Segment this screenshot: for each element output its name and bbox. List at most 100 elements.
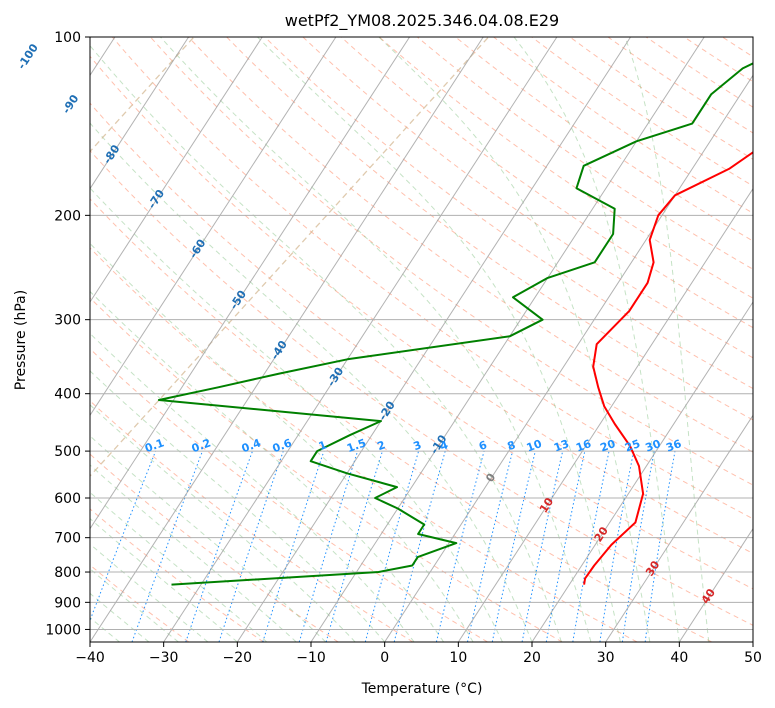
mixing-ratio-line bbox=[90, 450, 157, 622]
moist-adiabat bbox=[378, 37, 651, 642]
temperature-profile-line bbox=[583, 151, 753, 585]
moist-adiabat bbox=[257, 37, 621, 642]
x-axis-label: Temperature (°C) bbox=[361, 681, 483, 697]
mixing-ratio-label: 20 bbox=[598, 437, 617, 455]
axes: −40 −30 −20 −10 0 10 20 30 40 5010020030040050060… bbox=[45, 30, 762, 666]
x-tick-label: −30 bbox=[149, 650, 179, 666]
mixing-ratio-line bbox=[435, 450, 485, 642]
mixing-ratio-label: 0.4 bbox=[240, 436, 263, 455]
isotherm-label: -50 bbox=[227, 288, 249, 312]
isotherm-label: 40 bbox=[699, 586, 718, 606]
isotherm-label: -80 bbox=[101, 142, 123, 166]
isotherm-line bbox=[90, 37, 411, 530]
mixing-ratio-line bbox=[325, 450, 383, 642]
moist-adiabat bbox=[90, 187, 503, 642]
isotherm-line bbox=[310, 37, 705, 642]
mixing-ratio-label: 1 bbox=[317, 438, 329, 453]
moist-adiabat bbox=[90, 543, 209, 642]
mixing-ratio-label: 6 bbox=[477, 438, 489, 453]
moist-adiabat bbox=[90, 290, 445, 642]
dry-adiabat bbox=[264, 37, 753, 390]
moist-adiabat bbox=[90, 332, 415, 642]
isotherm-line bbox=[163, 37, 558, 642]
x-tick-label: 10 bbox=[449, 650, 467, 666]
chart-title: wetPf2_YM08.2025.346.04.08.E29 bbox=[285, 11, 559, 31]
x-tick-label: −10 bbox=[296, 650, 326, 666]
dry-adiabat bbox=[226, 37, 753, 421]
dry-adiabat bbox=[761, 37, 775, 642]
y-axis-label: Pressure (hPa) bbox=[13, 290, 29, 390]
y-tick-label: 1000 bbox=[45, 622, 81, 638]
isotherm-label: -30 bbox=[325, 365, 347, 389]
moist-adiabat bbox=[160, 37, 592, 642]
moist-adiabat bbox=[624, 37, 710, 642]
isotherm-line bbox=[678, 527, 753, 642]
mixing-ratio-label: 36 bbox=[664, 437, 683, 455]
isotherm-label: -100 bbox=[15, 41, 41, 71]
isotherm-line bbox=[531, 301, 753, 642]
y-tick-label: 700 bbox=[54, 531, 81, 547]
isotherm-line bbox=[90, 37, 263, 303]
dry-adiabat bbox=[90, 198, 712, 642]
mixing-ratio-line bbox=[644, 451, 676, 642]
dry-adiabat bbox=[340, 37, 753, 329]
moist-adiabat bbox=[90, 435, 327, 642]
isotherm-line bbox=[90, 37, 337, 417]
y-tick-label: 900 bbox=[54, 595, 81, 611]
isotherm-label: 20 bbox=[592, 524, 611, 544]
isotherm-line bbox=[90, 37, 484, 642]
isotherm-line bbox=[605, 414, 753, 642]
isotherm-line bbox=[384, 74, 753, 642]
mixing-ratio-label: 10 bbox=[525, 437, 544, 455]
mixing-ratio-label: 0.2 bbox=[190, 436, 213, 455]
moist-adiabat bbox=[90, 491, 268, 642]
background-lines bbox=[90, 37, 775, 642]
moist-adiabat bbox=[90, 404, 356, 642]
dry-adiabat bbox=[455, 37, 753, 242]
dry-adiabat bbox=[302, 37, 753, 359]
profile-series bbox=[157, 62, 753, 586]
isotherm-label: -60 bbox=[187, 237, 209, 261]
dry-adiabat bbox=[90, 400, 414, 642]
y-tick-label: 300 bbox=[54, 313, 81, 329]
mixing-ratio-line bbox=[298, 450, 359, 642]
isotherm-label: 0 bbox=[483, 471, 498, 485]
isotherm-label: 30 bbox=[643, 558, 662, 578]
mixing-ratio-line bbox=[393, 450, 446, 642]
x-tick-label: −40 bbox=[75, 650, 105, 666]
mixing-ratio-label: 3 bbox=[412, 438, 424, 453]
moist-adiabat bbox=[513, 37, 680, 642]
y-tick-label: 100 bbox=[54, 30, 81, 46]
x-tick-label: 20 bbox=[523, 650, 541, 666]
mixing-ratio-label: 4 bbox=[438, 438, 450, 453]
y-tick-label: 500 bbox=[54, 444, 81, 460]
moist-adiabat bbox=[90, 122, 533, 642]
mixing-ratio-line bbox=[599, 451, 635, 642]
mixing-ratio-label: 2 bbox=[375, 438, 387, 453]
dewpoint-profile-line bbox=[157, 62, 753, 586]
moist-adiabat bbox=[90, 568, 179, 642]
x-tick-label: 50 bbox=[744, 650, 762, 666]
dry-adiabat bbox=[188, 37, 753, 453]
moist-adiabat bbox=[90, 517, 238, 642]
isotherm-label: -40 bbox=[268, 338, 290, 362]
mixing-ratio-label: 16 bbox=[574, 437, 593, 455]
mixing-ratio-line bbox=[364, 450, 420, 642]
dry-adiabat bbox=[150, 37, 753, 486]
isotherm-label: -20 bbox=[376, 399, 398, 423]
moist-adiabat bbox=[90, 464, 297, 642]
mixing-ratio-label: 25 bbox=[623, 437, 642, 454]
mixing-ratio-line bbox=[262, 450, 325, 642]
dry-adiabat bbox=[90, 149, 753, 626]
dry-adiabat bbox=[493, 37, 753, 214]
isotherm-line bbox=[457, 187, 753, 642]
mixing-ratio-label: 8 bbox=[506, 438, 518, 453]
isotherm-line bbox=[236, 37, 632, 642]
mixing-ratio-label: 0.1 bbox=[143, 436, 166, 455]
y-tick-label: 800 bbox=[54, 565, 81, 581]
dry-adiabat bbox=[90, 348, 488, 642]
dry-adiabat bbox=[90, 453, 339, 642]
mixing-ratio-label: 13 bbox=[552, 437, 571, 454]
